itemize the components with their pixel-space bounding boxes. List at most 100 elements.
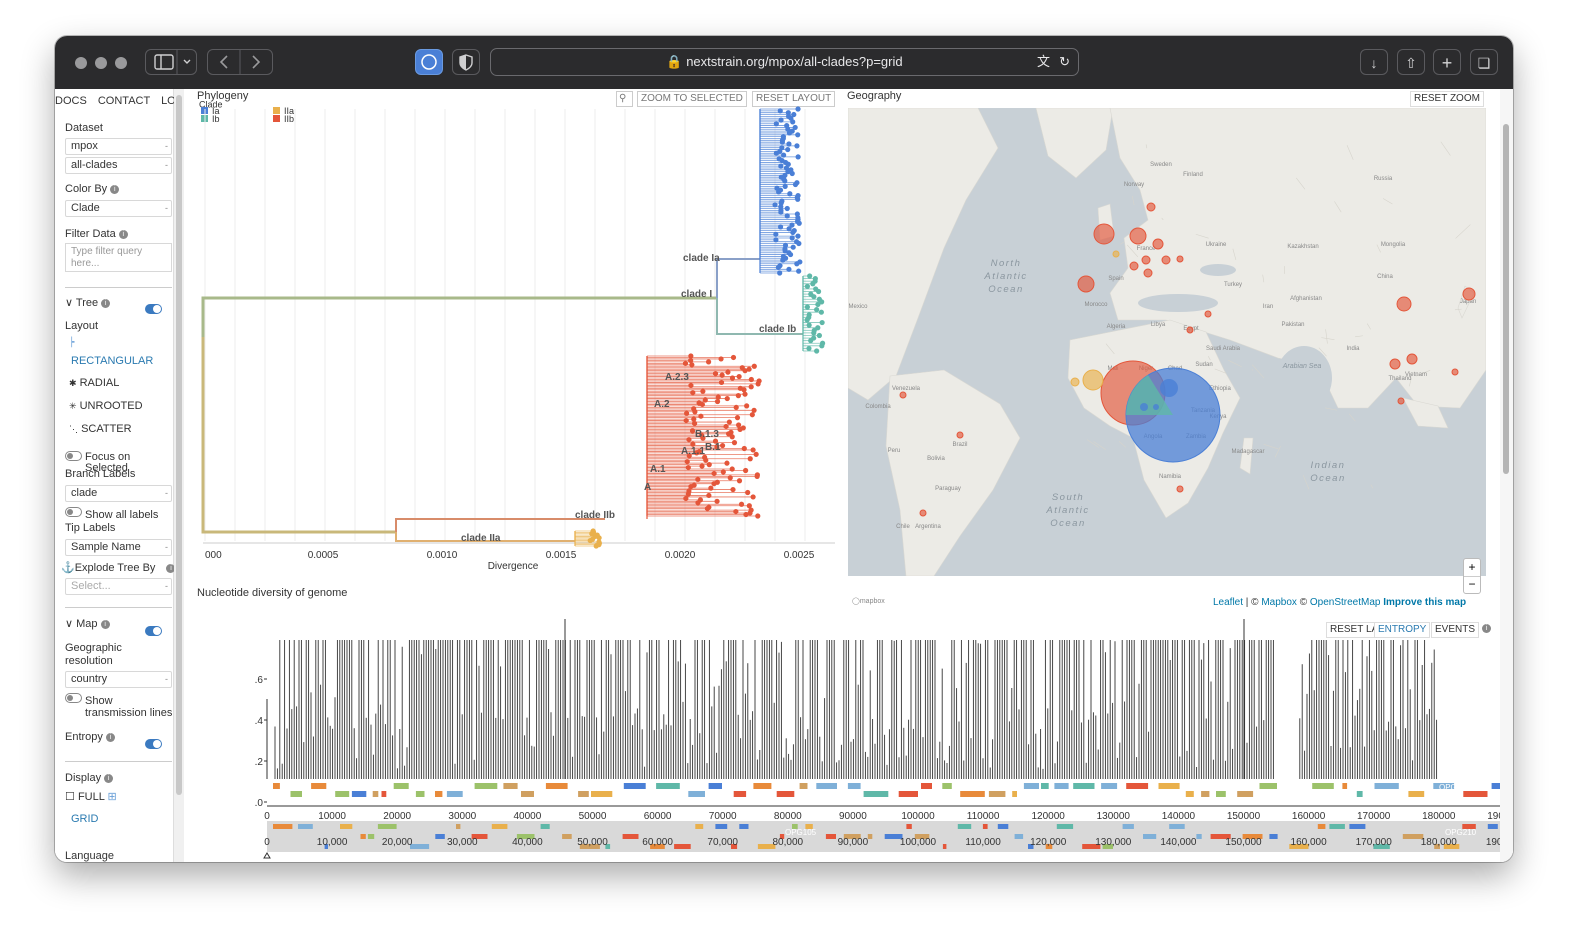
- country-border: [1366, 323, 1371, 330]
- filter-input[interactable]: Type filter query here...: [65, 243, 172, 272]
- display-grid[interactable]: GRID: [71, 813, 99, 825]
- privacy-extension-button[interactable]: [415, 49, 443, 75]
- gene-block: [1237, 791, 1254, 797]
- display-full[interactable]: ☐ FULL ⊞: [65, 790, 117, 803]
- explode-select[interactable]: Select...: [65, 578, 172, 595]
- tip-iib: [748, 384, 754, 390]
- map-toggle[interactable]: [145, 626, 162, 636]
- entropy-x-tick: 190000: [1487, 811, 1500, 822]
- tip-ib: [819, 343, 825, 349]
- entropy-chart[interactable]: .6 .4 .2 .0 OPG210 0 10000 20000 30000 40000 50000…: [195, 597, 1500, 862]
- info-icon[interactable]: i: [105, 732, 115, 742]
- reset-zoom-button[interactable]: RESET ZOOM: [1410, 91, 1484, 107]
- lock-icon: 🔒: [666, 54, 683, 69]
- gene-block: [435, 834, 445, 839]
- mapbox-link[interactable]: Mapbox: [1261, 597, 1297, 608]
- tip-iib: [718, 356, 724, 362]
- overview-x-tick: 170,000: [1356, 837, 1393, 848]
- gene-block: [1317, 824, 1326, 829]
- info-icon[interactable]: i: [100, 619, 110, 629]
- tab-overview-button[interactable]: ❏: [1470, 49, 1498, 75]
- dataset-select-1[interactable]: mpox: [65, 138, 172, 155]
- tip-ia: [790, 244, 796, 250]
- scatter-layout-icon: ⋱: [69, 424, 78, 434]
- dataset-select-2[interactable]: all-clades: [65, 157, 172, 174]
- map-zoom-out[interactable]: −: [1468, 577, 1476, 591]
- tip-ib: [804, 283, 811, 289]
- focus-toggle[interactable]: [65, 451, 82, 461]
- country-border: [1126, 244, 1139, 258]
- chevron-right-icon[interactable]: [252, 55, 261, 69]
- reload-icon[interactable]: ↻: [1059, 54, 1070, 69]
- close-window-button[interactable]: [75, 57, 87, 69]
- layout-scatter[interactable]: ⋱ SCATTER: [69, 423, 132, 435]
- info-icon[interactable]: i: [104, 773, 114, 783]
- events-mode-button[interactable]: EVENTS: [1431, 622, 1480, 638]
- tip-ia: [792, 181, 799, 188]
- nav-contact[interactable]: CONTACT: [97, 95, 150, 107]
- tip-labels-select[interactable]: Sample Name: [65, 539, 172, 556]
- transmission-toggle[interactable]: [65, 693, 82, 703]
- translate-icon[interactable]: 文: [1036, 54, 1050, 69]
- minimize-window-button[interactable]: [95, 57, 107, 69]
- zoom-search-button[interactable]: ⚲: [616, 91, 633, 107]
- content-blocker-button[interactable]: [452, 49, 480, 75]
- zoom-window-button[interactable]: [115, 57, 127, 69]
- ocean-label: Ocean: [1050, 518, 1086, 529]
- tree-section-header[interactable]: ∨ Tree i: [65, 296, 111, 309]
- map-zoom-in[interactable]: +: [1464, 559, 1480, 577]
- zoom-to-selected-button[interactable]: ZOOM TO SELECTED: [637, 91, 747, 107]
- nav-docs[interactable]: DOCS: [55, 95, 87, 107]
- share-button[interactable]: ⇧: [1397, 49, 1425, 75]
- page-scroll-thumb[interactable]: [1503, 124, 1509, 474]
- downloads-button[interactable]: ↓: [1360, 49, 1388, 75]
- tip-ia: [775, 264, 781, 271]
- branch-labels-select[interactable]: clade: [65, 485, 172, 502]
- gene-block: [521, 791, 534, 797]
- sidebar-scroll-thumb[interactable]: [176, 95, 182, 795]
- reset-layout-button[interactable]: RESET LAYOUT: [752, 91, 836, 107]
- geo-resolution-select[interactable]: country: [65, 671, 172, 688]
- country-label: Vietnam: [1405, 372, 1427, 378]
- entropy-label: Entropy: [65, 731, 103, 743]
- map-section-header[interactable]: ∨ Map i: [65, 617, 110, 630]
- chevron-left-icon[interactable]: [219, 55, 228, 69]
- info-icon[interactable]: i: [1482, 624, 1491, 633]
- leaflet-link[interactable]: Leaflet: [1213, 597, 1244, 608]
- case-circle: [1152, 238, 1164, 250]
- ocean-label: Ocean: [988, 284, 1024, 295]
- entropy-x-tick: 170000: [1357, 811, 1391, 822]
- tip-iib: [750, 494, 756, 500]
- branch-label: A.2: [654, 399, 670, 410]
- case-circle: [1093, 223, 1115, 245]
- address-bar[interactable]: 🔒 nextstrain.org/mpox/all-clades?p=grid …: [490, 48, 1079, 76]
- entropy-y-tick: .6: [255, 675, 264, 686]
- layout-unrooted[interactable]: ✳ UNROOTED: [69, 400, 143, 412]
- osm-link[interactable]: OpenStreetMap: [1309, 597, 1381, 608]
- tree-branch: [395, 532, 575, 542]
- info-icon[interactable]: i: [166, 563, 176, 573]
- sidebar-toggle-button[interactable]: [145, 49, 197, 75]
- focus-label: Focus on Selected: [85, 451, 131, 474]
- entropy-mode-button[interactable]: ENTROPY: [1374, 622, 1431, 638]
- geography-map[interactable]: North Atlantic Ocean South Atlantic Ocean Indi…: [848, 108, 1486, 576]
- new-tab-button[interactable]: +: [1433, 49, 1461, 75]
- gene-block: [435, 791, 443, 797]
- sidebar-scrollbar[interactable]: [174, 89, 184, 862]
- entropy-toggle[interactable]: [145, 739, 162, 749]
- tree-toggle[interactable]: [145, 304, 162, 314]
- layout-rectangular[interactable]: RECTANGULAR: [71, 355, 154, 367]
- info-icon[interactable]: i: [118, 229, 128, 239]
- show-all-labels-toggle[interactable]: [65, 507, 82, 517]
- info-icon[interactable]: i: [101, 298, 111, 308]
- gene-block: [273, 783, 280, 789]
- improve-map-link[interactable]: Improve this map: [1383, 597, 1467, 608]
- nav-links: DOCS CONTACT LO: [55, 95, 176, 107]
- layout-radial[interactable]: ✱ RADIAL: [69, 377, 119, 389]
- color-by-select[interactable]: Clade: [65, 200, 172, 217]
- reset-layout-entropy-button[interactable]: RESET LA: [1326, 622, 1383, 638]
- page-scrollbar[interactable]: [1500, 89, 1513, 862]
- nav-login[interactable]: LO: [161, 95, 176, 107]
- info-icon[interactable]: i: [110, 184, 120, 194]
